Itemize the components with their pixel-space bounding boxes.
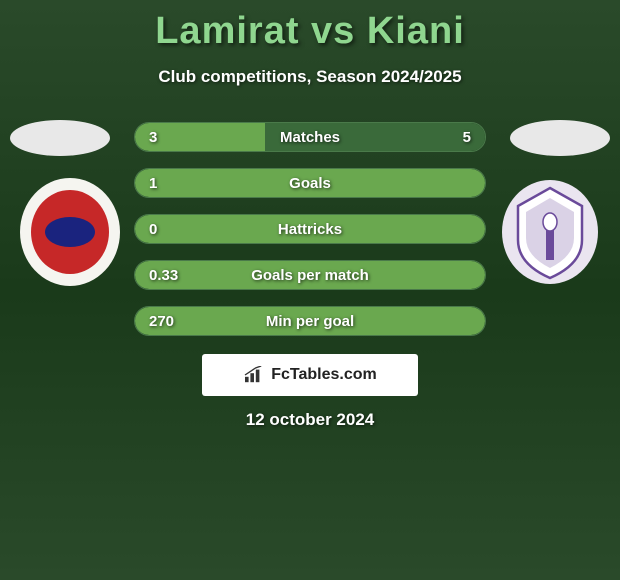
stat-label: Matches (135, 129, 485, 146)
stat-row: 1Goals (134, 168, 486, 198)
stat-label: Goals (135, 175, 485, 192)
stats-panel: 35Matches 1Goals 0Hattricks 0.33Goals per m… (134, 122, 486, 352)
date-label: 12 october 2024 (0, 410, 620, 430)
player-avatar-left (10, 120, 110, 156)
stat-label: Goals per match (135, 267, 485, 284)
page-subtitle: Club competitions, Season 2024/2025 (0, 67, 620, 87)
attribution-badge: FcTables.com (202, 354, 418, 396)
stat-label: Hattricks (135, 221, 485, 238)
stat-row: 0.33Goals per match (134, 260, 486, 290)
page-title: Lamirat vs Kiani (0, 0, 620, 53)
club-badge-right (500, 178, 600, 286)
stat-row: 0Hattricks (134, 214, 486, 244)
stat-row: 270Min per goal (134, 306, 486, 336)
chart-icon (243, 366, 265, 384)
stat-label: Min per goal (135, 313, 485, 330)
club-badge-left (20, 178, 120, 286)
attribution-text: FcTables.com (271, 366, 377, 384)
stat-row: 35Matches (134, 122, 486, 152)
player-avatar-right (510, 120, 610, 156)
